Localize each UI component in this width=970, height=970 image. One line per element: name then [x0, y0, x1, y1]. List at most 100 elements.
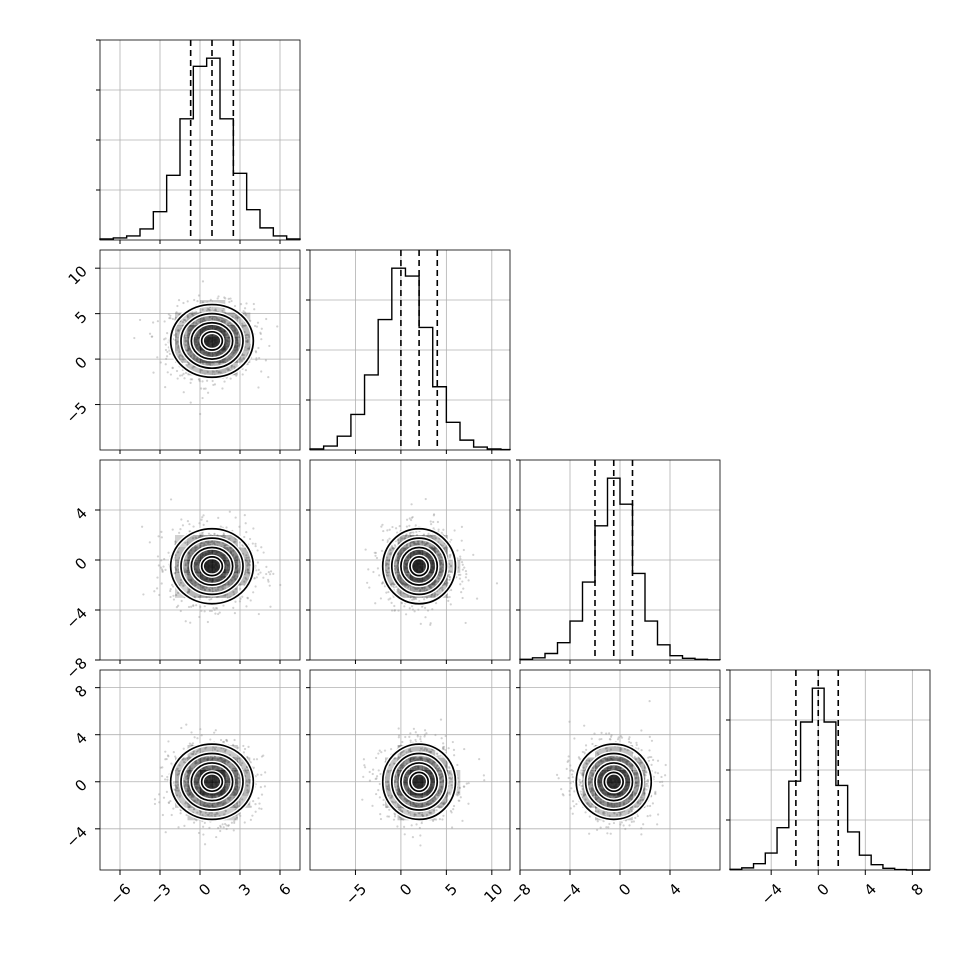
- scatter-point: [432, 527, 435, 530]
- scatter-point: [407, 595, 410, 598]
- scatter-point: [391, 582, 395, 585]
- scatter-point: [205, 586, 208, 589]
- scatter-point: [243, 535, 246, 539]
- scatter-point: [385, 556, 389, 559]
- scatter-point: [279, 583, 282, 587]
- scatter-point: [192, 322, 195, 325]
- scatter-point: [203, 610, 206, 613]
- scatter-point: [232, 829, 235, 832]
- scatter-point: [184, 783, 187, 786]
- scatter-point: [380, 582, 384, 585]
- scatter-point: [438, 556, 441, 560]
- scatter-point: [184, 782, 187, 785]
- scatter-point: [441, 775, 444, 778]
- scatter-point: [268, 584, 271, 587]
- scatter-point: [223, 320, 227, 323]
- scatter-point: [170, 813, 173, 817]
- scatter-point: [409, 531, 412, 535]
- scatter-point: [184, 571, 188, 574]
- scatter-point: [213, 731, 216, 734]
- scatter-point: [199, 412, 202, 416]
- scatter-point: [244, 369, 248, 372]
- scatter-point: [395, 566, 398, 570]
- scatter-point: [456, 763, 459, 767]
- scatter-point: [183, 824, 186, 827]
- panel-content: [141, 498, 282, 624]
- scatter-point: [259, 331, 262, 334]
- scatter-point: [233, 304, 237, 308]
- scatter-point: [385, 564, 388, 567]
- scatter-point: [405, 533, 408, 537]
- scatter-point: [233, 821, 236, 825]
- scatter-point: [218, 794, 221, 798]
- scatter-point: [167, 740, 170, 743]
- scatter-point: [200, 317, 203, 320]
- scatter-point: [449, 565, 453, 568]
- scatter-point: [207, 363, 210, 366]
- scatter-point: [244, 558, 247, 562]
- scatter-point: [417, 586, 421, 589]
- scatter-point: [184, 780, 187, 783]
- scatter-point: [230, 299, 233, 303]
- scatter-point: [448, 573, 451, 576]
- scatter-point: [246, 596, 249, 599]
- scatter-point: [216, 803, 219, 806]
- scatter-point: [201, 380, 204, 383]
- scatter-point: [234, 587, 238, 591]
- scatter-point: [186, 541, 189, 544]
- scatter-point: [235, 806, 238, 809]
- scatter-point: [215, 595, 219, 599]
- scatter-point: [193, 736, 196, 739]
- scatter-point: [194, 761, 198, 764]
- scatter-point: [202, 585, 205, 589]
- scatter-point: [245, 605, 248, 608]
- scatter-point: [252, 591, 255, 594]
- scatter-point: [186, 520, 190, 523]
- scatter-point: [255, 357, 258, 360]
- scatter-point: [366, 581, 369, 584]
- scatter-point: [207, 543, 210, 546]
- scatter-point: [158, 801, 161, 804]
- scatter-point: [234, 350, 237, 353]
- scatter-panel-3-0: [99, 669, 301, 871]
- scatter-point: [208, 598, 211, 601]
- scatter-point: [426, 609, 430, 612]
- scatter-point: [390, 609, 394, 612]
- scatter-point: [221, 587, 224, 590]
- scatter-point: [414, 543, 417, 546]
- scatter-point: [238, 343, 241, 346]
- scatter-point: [161, 570, 164, 573]
- scatter-point: [408, 800, 411, 803]
- scatter-point: [214, 813, 217, 816]
- scatter-point: [443, 582, 446, 585]
- scatter-point: [184, 563, 187, 566]
- scatter-point: [181, 524, 185, 527]
- scatter-point: [414, 731, 417, 734]
- scatter-point: [372, 570, 375, 574]
- scatter-point: [200, 542, 203, 545]
- scatter-point: [208, 826, 211, 829]
- scatter-point: [198, 615, 201, 619]
- scatter-point: [415, 533, 419, 537]
- scatter-point: [185, 784, 188, 788]
- scatter-point: [262, 551, 265, 554]
- scatter-point: [180, 726, 183, 730]
- scatter-point: [177, 299, 181, 302]
- scatter-point: [388, 559, 391, 562]
- scatter-point: [244, 340, 247, 343]
- scatter-point: [165, 757, 168, 761]
- scatter-point: [419, 844, 422, 847]
- scatter-point: [413, 543, 416, 546]
- scatter-point: [441, 544, 444, 547]
- scatter-point: [156, 576, 159, 579]
- scatter-point: [254, 545, 257, 548]
- scatter-point: [245, 578, 248, 581]
- scatter-point: [412, 531, 415, 534]
- scatter-point: [183, 377, 186, 380]
- scatter-point: [412, 541, 415, 544]
- scatter-point: [239, 597, 242, 600]
- scatter-point: [442, 742, 445, 745]
- scatter-panel-2-0: [99, 459, 301, 661]
- scatter-point: [172, 807, 175, 810]
- scatter-point: [408, 545, 412, 548]
